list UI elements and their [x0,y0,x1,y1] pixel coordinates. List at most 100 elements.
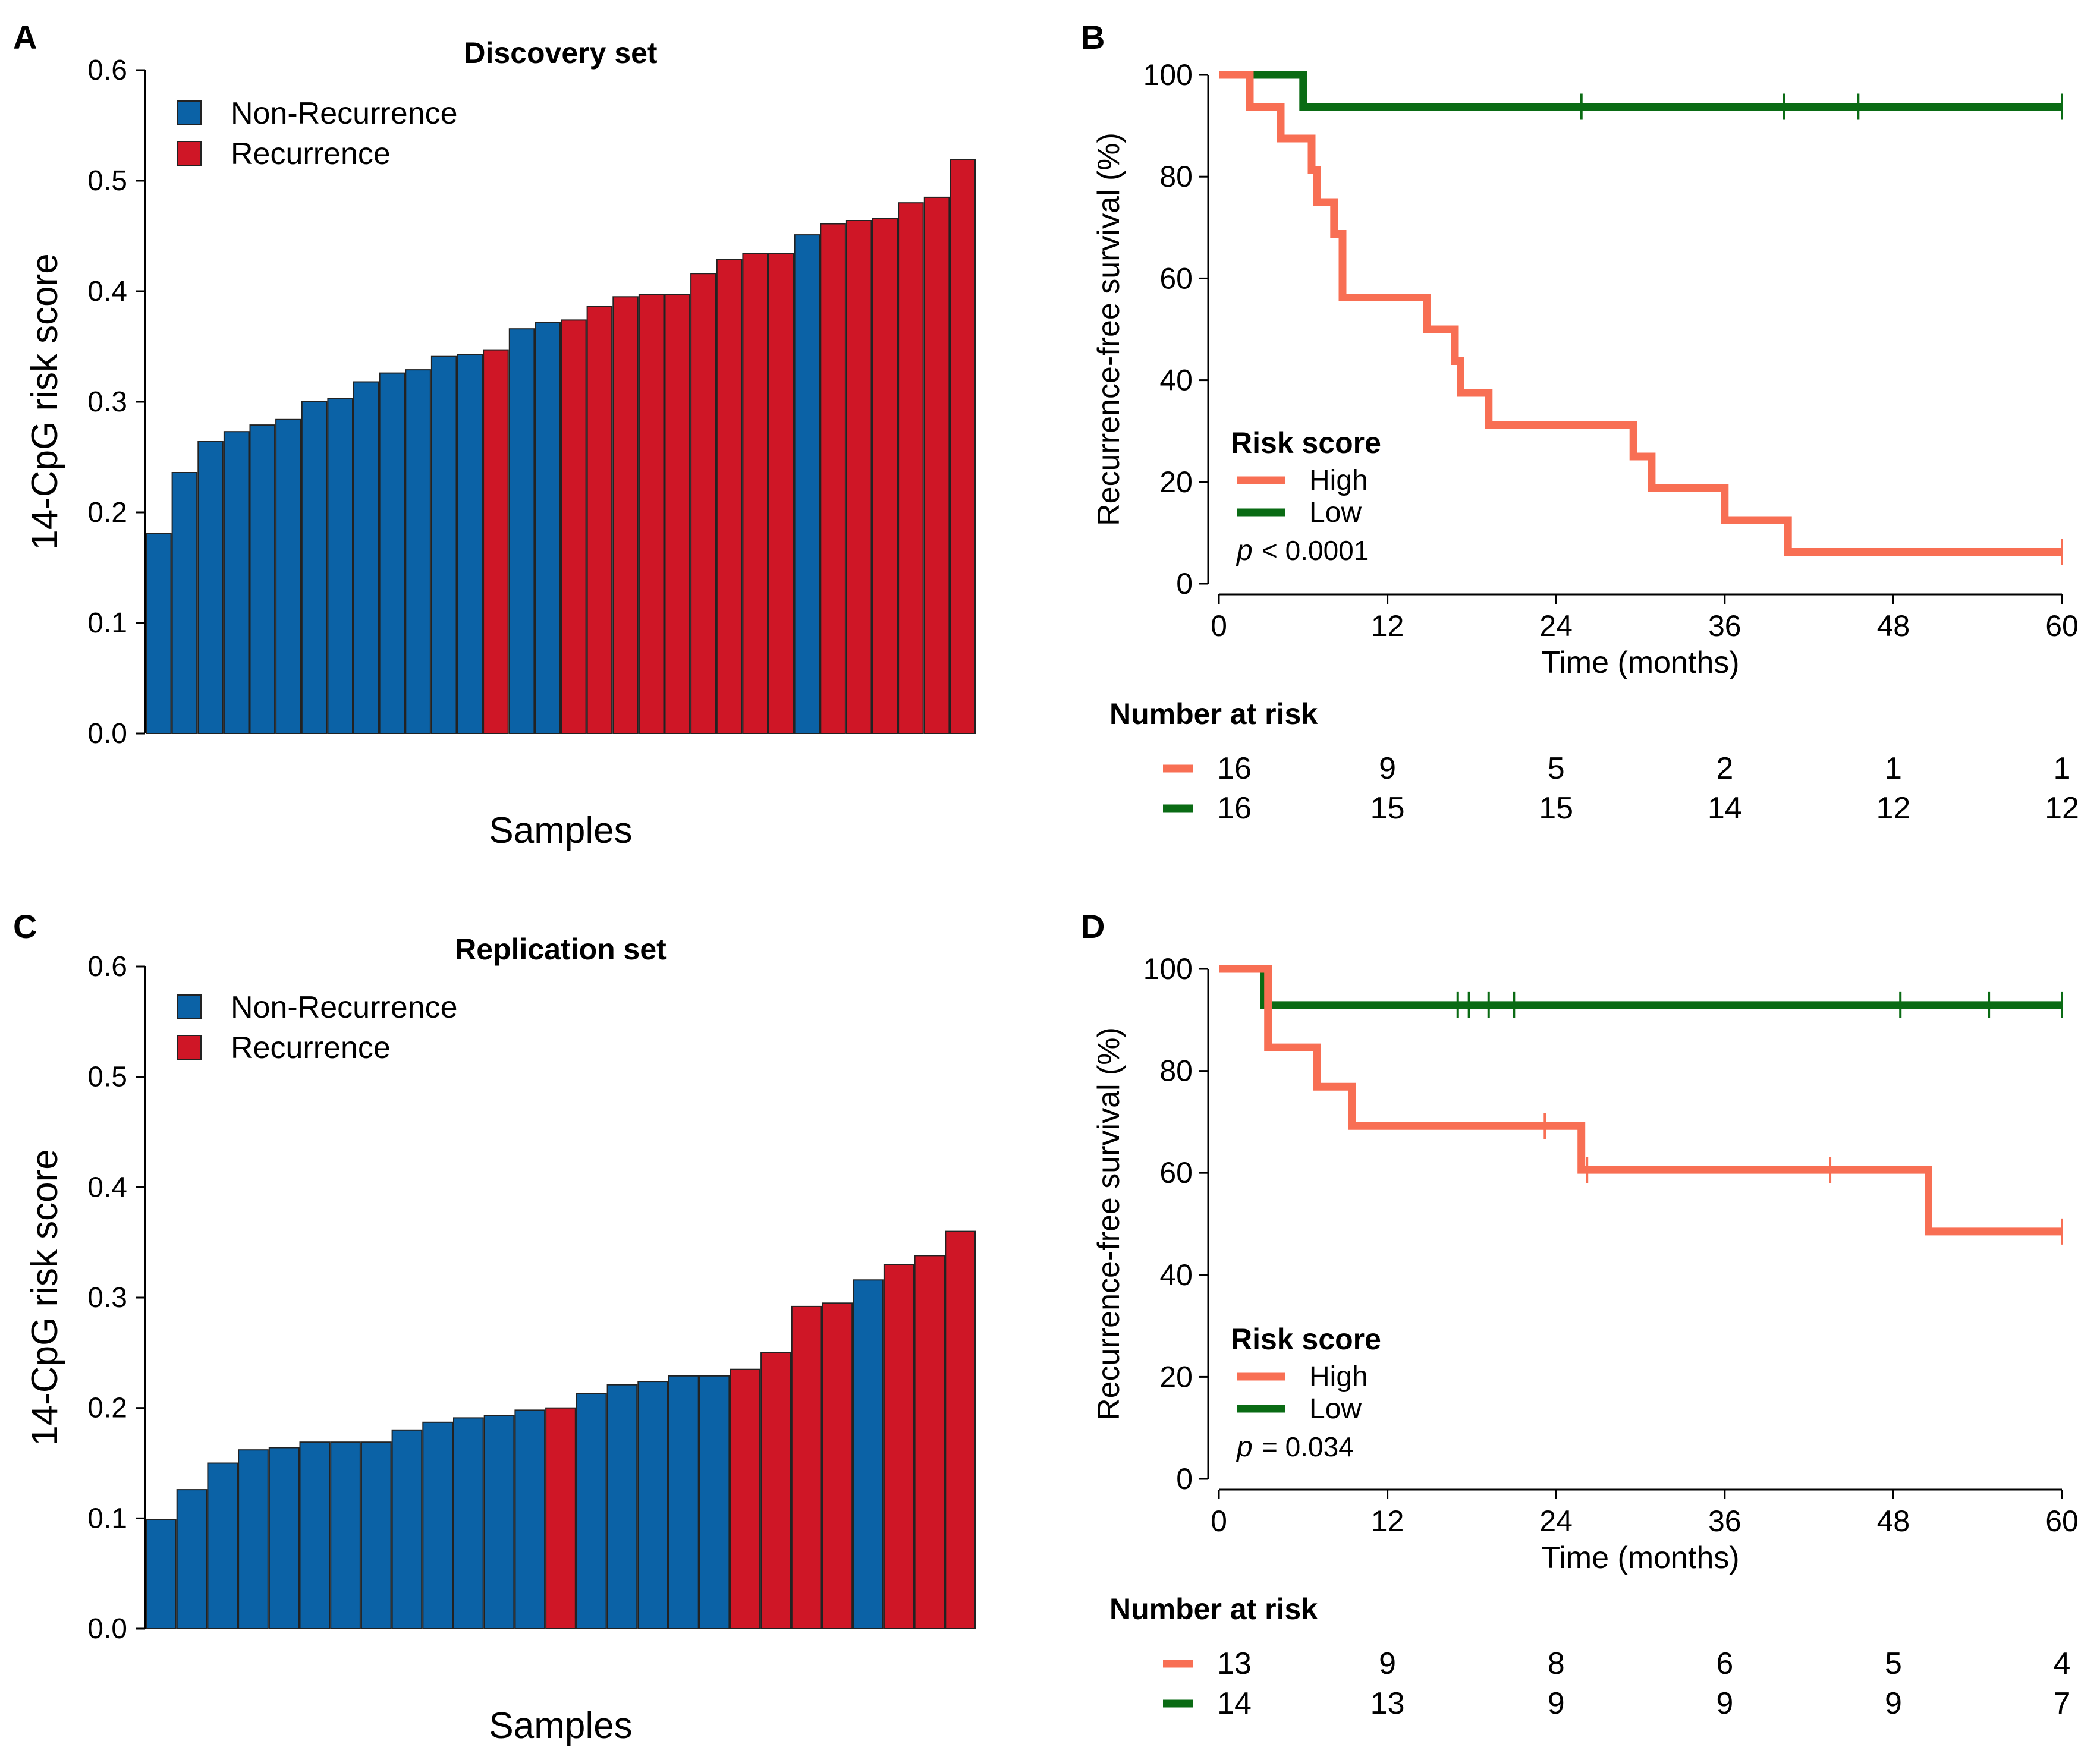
survival-curve-high [1219,965,2062,1236]
x-axis-label: Samples [489,810,632,851]
legend-swatch-recurrence [177,141,202,166]
y-tick-label: 20 [1159,1360,1193,1393]
chart-title: Discovery set [464,36,658,70]
legend-label-non-recurrence: Non-Recurrence [231,990,458,1025]
legend-title: Risk score [1231,426,1381,459]
x-tick-label: 48 [1877,609,1910,643]
risk-table-value-low: 7 [2054,1686,2071,1721]
risk-table-value-high: 5 [1885,1646,1902,1681]
bar-recurrence [690,273,716,734]
bar-non-recurrence [391,1429,423,1630]
y-tick-label: 100 [1143,58,1193,92]
bar-non-recurrence [171,472,198,734]
x-tick-label: 24 [1539,609,1573,643]
risk-table-value-low: 12 [2045,791,2079,826]
panel-letter: B [1081,18,1105,56]
survival-curve-high [1219,71,2062,556]
bar-non-recurrence [197,441,224,734]
x-tick-label: 0 [1211,609,1227,643]
risk-table-value-high: 13 [1217,1646,1252,1681]
y-tick-label: 0.4 [87,1172,127,1203]
bar-non-recurrence [668,1375,699,1630]
chart-title: Replication set [455,933,667,966]
bar-non-recurrence [794,234,820,735]
x-tick-label: 60 [2045,1504,2079,1538]
y-axis-label: Recurrence-free survival (%) [1092,1027,1126,1421]
y-tick-label: 60 [1159,262,1193,295]
bar-recurrence [872,218,898,734]
survival-curve-low [1219,71,2062,111]
legend-label-recurrence: Recurrence [231,1031,391,1065]
bar-non-recurrence [483,1415,515,1629]
bar-recurrence [561,319,587,734]
y-tick-label: 20 [1159,465,1193,499]
bar-recurrence [742,253,769,734]
bar-recurrence [945,1230,976,1630]
y-tick-label: 0.6 [87,951,127,983]
risk-table-title: Number at risk [1109,697,1318,731]
risk-table-value-high: 16 [1217,751,1252,786]
y-tick-label: 100 [1143,952,1193,986]
y-tick-label: 0.6 [87,55,127,86]
y-tick-label: 0.3 [87,386,127,418]
risk-table-value-low: 9 [1548,1686,1565,1721]
bar-non-recurrence [223,431,250,734]
risk-table-value-high: 9 [1379,751,1396,786]
x-axis-label: Time (months) [1541,1541,1739,1575]
y-tick-label: 0.2 [87,497,127,528]
p-value: = 0.034 [1262,1431,1354,1462]
bar-non-recurrence [405,369,431,734]
risk-table-value-high: 9 [1379,1646,1396,1681]
y-tick-label: 40 [1159,1258,1193,1292]
bar-recurrence [845,220,872,734]
bar-non-recurrence [457,354,483,734]
legend-label-low: Low [1309,497,1362,528]
bar-non-recurrence [422,1421,453,1630]
bar-non-recurrence [699,1375,730,1630]
risk-table-value-low: 15 [1370,791,1405,826]
panel-letter: A [13,18,37,56]
bar-non-recurrence [327,398,354,734]
bar-non-recurrence [379,372,405,734]
bar-non-recurrence [853,1279,884,1630]
legend-swatch-recurrence [177,1035,202,1060]
risk-table-value-high: 1 [2054,751,2071,786]
p-symbol: p [1236,535,1253,566]
bar-non-recurrence [176,1489,208,1630]
panel-letter: C [13,908,37,945]
bar-recurrence [768,253,794,734]
y-tick-label: 40 [1159,364,1193,397]
bar-recurrence [791,1305,822,1629]
bar-non-recurrence [453,1417,484,1629]
panel-letter: D [1081,908,1105,945]
x-tick-label: 36 [1708,609,1741,643]
legend-title: Risk score [1231,1323,1381,1356]
bar-non-recurrence [301,401,328,734]
bar-non-recurrence [360,1441,392,1629]
y-tick-label: 0.5 [87,165,127,197]
risk-table-value-low: 9 [1885,1686,1902,1721]
bar-recurrence [820,223,846,734]
y-tick-label: 0.1 [87,1503,127,1534]
risk-table-value-high: 6 [1716,1646,1733,1681]
risk-table-value-low: 16 [1217,791,1252,826]
bar-non-recurrence [353,381,379,734]
bar-non-recurrence [606,1384,638,1629]
bar-recurrence [638,294,665,735]
bar-recurrence [760,1352,791,1630]
x-tick-label: 60 [2045,609,2079,643]
risk-table-value-low: 14 [1217,1686,1252,1721]
y-tick-label: 0.5 [87,1062,127,1093]
risk-table-value-low: 14 [1708,791,1742,826]
y-tick-label: 0.0 [87,718,127,750]
y-tick-label: 0.2 [87,1393,127,1424]
y-tick-label: 0.0 [87,1613,127,1645]
x-axis-label: Time (months) [1541,646,1739,680]
risk-table-value-high: 5 [1548,751,1565,786]
y-tick-label: 0.4 [87,276,127,307]
panel-a-discovery-bar-chart: A Discovery set 0.0 0.1 0.2 0.3 0.4 0.5 0.6 14-Cp… [13,18,976,851]
bar-recurrence [923,196,950,734]
legend-swatch-non-recurrence [177,994,202,1019]
